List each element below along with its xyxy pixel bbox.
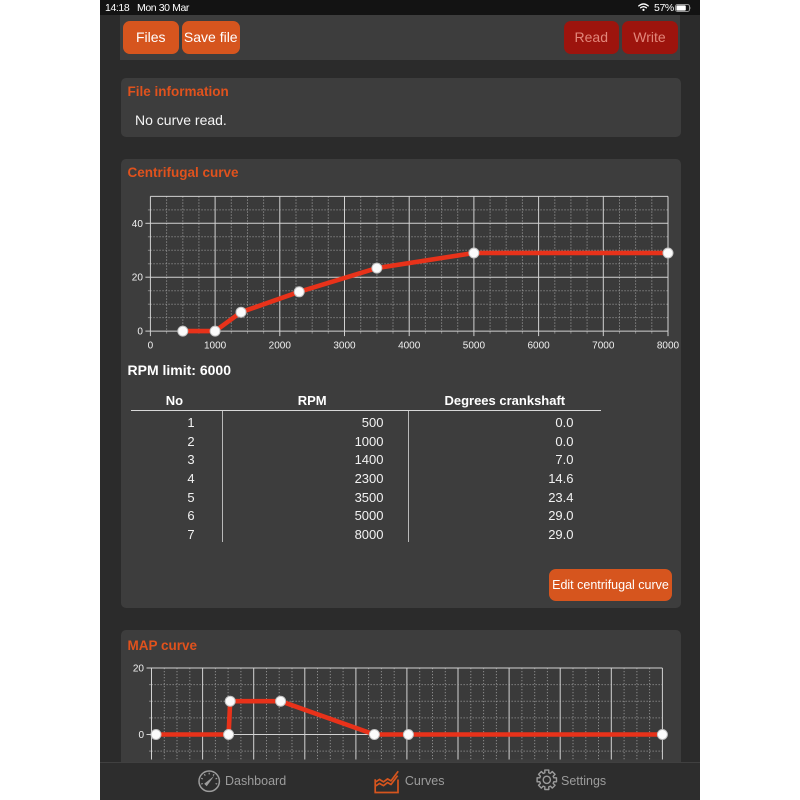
svg-text:7000: 7000	[592, 340, 615, 351]
svg-text:20: 20	[132, 664, 144, 675]
svg-text:0: 0	[137, 326, 143, 337]
svg-text:4000: 4000	[398, 340, 421, 351]
svg-text:0: 0	[147, 340, 153, 351]
svg-text:0: 0	[138, 730, 144, 741]
svg-text:3000: 3000	[333, 340, 356, 351]
svg-text:6000: 6000	[527, 340, 550, 351]
svg-text:8000: 8000	[656, 340, 679, 351]
svg-text:20: 20	[131, 272, 143, 283]
svg-text:40: 40	[131, 218, 143, 229]
svg-text:2000: 2000	[268, 340, 291, 351]
svg-text:1000: 1000	[203, 340, 226, 351]
svg-text:5000: 5000	[462, 340, 485, 351]
